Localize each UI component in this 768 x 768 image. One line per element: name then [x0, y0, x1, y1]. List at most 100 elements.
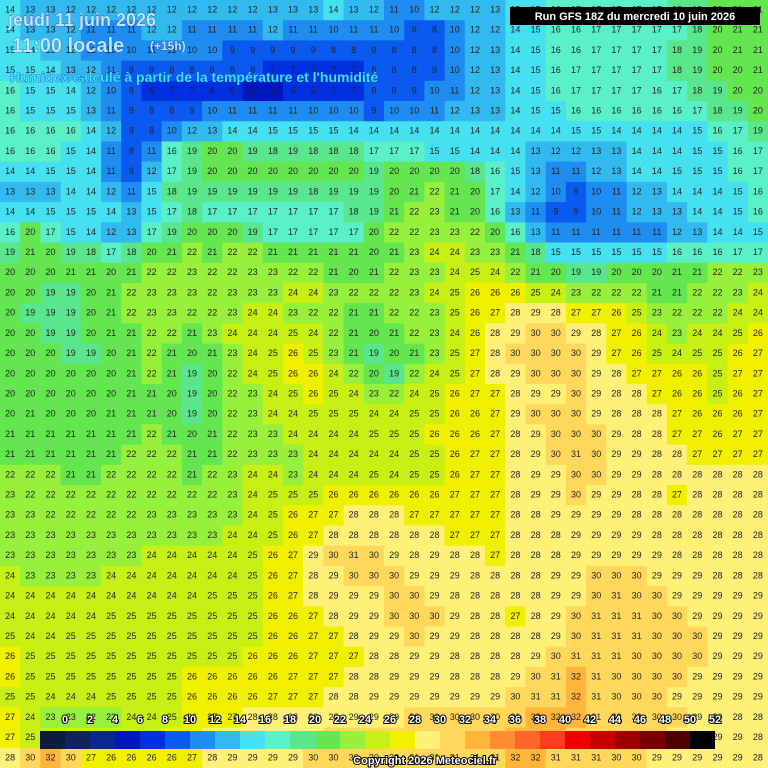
- value-label: 28: [692, 510, 702, 520]
- cell: [242, 282, 264, 304]
- value-label: 21: [25, 449, 35, 459]
- scale-box: [140, 731, 165, 749]
- cell: [646, 40, 668, 62]
- cell: [343, 505, 365, 526]
- value-label: 17: [632, 45, 642, 55]
- cell: [303, 202, 324, 223]
- value-label: 27: [328, 671, 338, 681]
- value-label: 24: [46, 611, 56, 621]
- value-label: 27: [308, 671, 318, 681]
- cell: [747, 424, 768, 446]
- cell: [505, 40, 526, 62]
- cell: [626, 363, 648, 385]
- cell: [181, 242, 203, 264]
- value-label: 22: [147, 469, 157, 479]
- cell: [60, 222, 82, 244]
- cell: [303, 40, 324, 62]
- cell: [303, 181, 324, 203]
- cell: [0, 80, 21, 102]
- value-label: 23: [268, 449, 278, 459]
- value-label: 20: [5, 287, 15, 297]
- value-label: 13: [672, 207, 682, 217]
- cell: [303, 303, 324, 324]
- value-label: 20: [86, 328, 96, 338]
- value-label: 9: [553, 207, 558, 217]
- value-label: 19: [66, 308, 76, 318]
- value-label: 13: [288, 4, 298, 14]
- value-label: 19: [733, 106, 743, 116]
- cell: [586, 282, 607, 304]
- value-label: 14: [430, 126, 440, 136]
- value-label: 23: [409, 287, 419, 297]
- cell: [121, 525, 142, 547]
- cell: [707, 20, 729, 41]
- value-label: 19: [187, 409, 197, 419]
- value-label: 30: [591, 449, 601, 459]
- cell: [565, 141, 587, 163]
- value-label: 20: [106, 368, 116, 378]
- value-label: 14: [551, 126, 561, 136]
- value-label: 15: [46, 166, 56, 176]
- cell: [505, 384, 526, 405]
- value-label: 25: [227, 631, 237, 641]
- cell: [545, 323, 567, 345]
- cell: [141, 282, 163, 304]
- value-label: 21: [288, 247, 298, 257]
- value-label: 31: [611, 591, 621, 601]
- cell: [282, 40, 304, 62]
- value-label: 11: [228, 25, 237, 35]
- value-label: 21: [25, 247, 35, 257]
- cell: [545, 464, 567, 486]
- value-label: 14: [672, 126, 682, 136]
- value-label: 10: [591, 207, 601, 217]
- cell: [666, 363, 688, 385]
- value-label: 20: [207, 227, 217, 237]
- value-label: 15: [510, 166, 520, 176]
- cell: [626, 626, 648, 648]
- cell: [747, 464, 768, 486]
- value-label: 28: [672, 530, 682, 540]
- cell: [282, 444, 304, 466]
- value-label: 24: [147, 570, 157, 580]
- value-label: 22: [207, 308, 217, 318]
- value-label: 25: [288, 388, 298, 398]
- cell: [545, 343, 567, 365]
- cell: [626, 101, 648, 122]
- value-label: 14: [692, 186, 702, 196]
- value-label: 28: [632, 409, 642, 419]
- cell: [0, 464, 21, 486]
- value-label: 29: [349, 591, 359, 601]
- value-label: 29: [611, 449, 621, 459]
- cell: [424, 323, 446, 345]
- scale-box: [165, 731, 190, 749]
- value-label: 11: [389, 4, 398, 14]
- value-label: 28: [632, 490, 642, 500]
- cell: [606, 242, 628, 264]
- cell: [444, 586, 466, 607]
- cell: [181, 40, 203, 62]
- cell: [181, 606, 203, 628]
- value-label: 11: [187, 25, 196, 35]
- value-label: 26: [126, 752, 136, 762]
- cell: [80, 565, 102, 587]
- value-label: 19: [66, 348, 76, 358]
- cell: [666, 101, 688, 122]
- value-label: 28: [551, 308, 561, 318]
- value-label: 30: [510, 348, 520, 358]
- value-label: 26: [632, 348, 642, 358]
- value-label: 22: [510, 267, 520, 277]
- value-label: 21: [147, 388, 157, 398]
- value-label: 24: [733, 308, 743, 318]
- cell: [424, 0, 446, 21]
- value-label: 24: [167, 591, 177, 601]
- cell: [202, 20, 223, 41]
- cell: [141, 202, 163, 223]
- cell: [141, 545, 163, 567]
- value-label: 22: [187, 308, 197, 318]
- cell: [101, 141, 122, 163]
- cell: [343, 404, 365, 425]
- value-label: 15: [611, 247, 621, 257]
- value-label: 28: [692, 490, 702, 500]
- value-label: 25: [25, 732, 35, 742]
- cell: [202, 606, 223, 628]
